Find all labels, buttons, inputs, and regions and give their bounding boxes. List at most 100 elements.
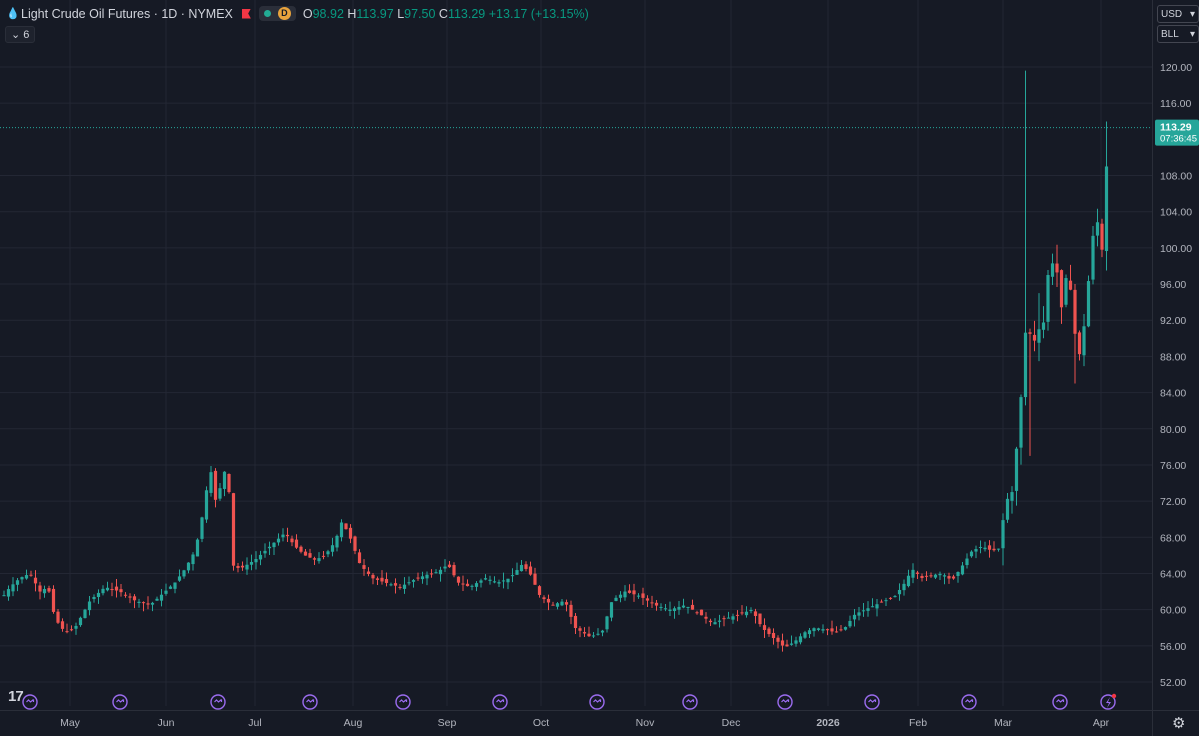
time-tick-label: Nov	[636, 717, 655, 729]
candle	[375, 576, 380, 586]
candle	[204, 486, 209, 523]
event-marker-icon[interactable]	[864, 694, 880, 710]
candle	[456, 576, 461, 586]
candle	[884, 597, 888, 607]
candle	[366, 567, 371, 577]
candle	[317, 552, 321, 564]
event-marker-icon[interactable]	[589, 694, 605, 710]
event-marker-icon[interactable]	[492, 694, 508, 710]
time-tick-label: Jun	[158, 717, 175, 729]
candle	[168, 585, 173, 590]
time-tick-label: May	[60, 717, 81, 729]
candle	[227, 473, 231, 494]
candle	[65, 623, 69, 634]
candle	[609, 602, 614, 622]
candle	[470, 584, 474, 591]
candle	[645, 595, 650, 608]
symbol-title[interactable]: Light Crude Oil Futures · 1D · NYMEX	[21, 6, 233, 21]
candle	[497, 579, 501, 588]
time-tick-label: 2026	[816, 717, 840, 729]
candle	[285, 527, 290, 543]
candle	[632, 583, 636, 602]
event-marker-icon[interactable]	[682, 694, 698, 710]
flag-icon[interactable]	[241, 8, 251, 19]
candle	[785, 639, 789, 647]
candle	[812, 627, 816, 637]
candle	[1028, 328, 1032, 456]
candle	[735, 610, 740, 622]
price-tick-label: 120.00	[1160, 62, 1192, 74]
candle	[83, 608, 87, 619]
candle	[416, 572, 420, 581]
candle	[1086, 275, 1091, 328]
candle	[1019, 394, 1023, 465]
price-tick-label: 96.00	[1160, 279, 1186, 291]
candle	[443, 559, 447, 573]
candle	[114, 579, 119, 598]
settings-gear-icon[interactable]: ⚙	[1172, 715, 1186, 732]
candle	[663, 604, 668, 612]
candle	[650, 595, 654, 608]
candle	[1082, 313, 1086, 367]
candle	[402, 577, 407, 594]
candle	[614, 595, 618, 602]
unit-select[interactable]: BLL	[1157, 25, 1199, 44]
candle	[668, 601, 672, 617]
candle	[380, 570, 384, 585]
candle	[794, 636, 798, 647]
time-tick-label: Sep	[438, 717, 457, 729]
candle	[420, 571, 425, 584]
candle	[875, 599, 879, 617]
candle	[672, 606, 677, 619]
candle	[281, 528, 285, 542]
candle	[1041, 306, 1046, 339]
candle	[182, 569, 186, 579]
candle	[546, 594, 551, 611]
lightning-icon[interactable]	[1100, 693, 1117, 710]
candle	[798, 633, 803, 645]
candle	[861, 602, 866, 617]
event-marker-icon[interactable]	[777, 694, 793, 710]
event-marker-icon[interactable]	[112, 694, 128, 710]
candle	[852, 609, 857, 627]
price-tick-label: 60.00	[1160, 605, 1186, 617]
candle	[848, 615, 852, 628]
event-marker-icon[interactable]	[22, 694, 38, 710]
candle	[1077, 330, 1082, 361]
candle	[659, 603, 663, 611]
candle	[429, 569, 434, 578]
event-marker-icon[interactable]	[395, 694, 411, 710]
candle	[537, 585, 542, 598]
candle	[821, 624, 825, 634]
tradingview-logo-icon[interactable]: 17	[8, 688, 24, 705]
event-marker-icon[interactable]	[210, 694, 226, 710]
candle	[1010, 486, 1014, 514]
event-marker-icon[interactable]	[302, 694, 318, 710]
candle	[897, 583, 902, 601]
candle	[857, 607, 861, 621]
candle	[933, 573, 938, 580]
candle	[803, 630, 807, 639]
candle	[33, 570, 38, 592]
candle	[488, 575, 492, 585]
candle	[947, 572, 951, 584]
indicator-toggle[interactable]: ⌄ 6	[5, 26, 36, 43]
candle	[1001, 513, 1005, 566]
open-value: 98.92	[312, 6, 344, 21]
price-tick-label: 108.00	[1160, 171, 1192, 183]
candle	[992, 541, 996, 552]
candle	[839, 625, 843, 632]
candle	[465, 579, 470, 587]
market-status-pill[interactable]: D	[258, 6, 296, 21]
candle	[776, 635, 780, 649]
candle	[398, 584, 402, 590]
price-tick-label: 72.00	[1160, 496, 1186, 508]
event-marker-icon[interactable]	[961, 694, 977, 710]
candle	[726, 611, 731, 619]
data-badge: D	[277, 7, 291, 20]
currency-select[interactable]: USD	[1157, 5, 1199, 24]
event-marker-icon[interactable]	[1052, 694, 1068, 710]
